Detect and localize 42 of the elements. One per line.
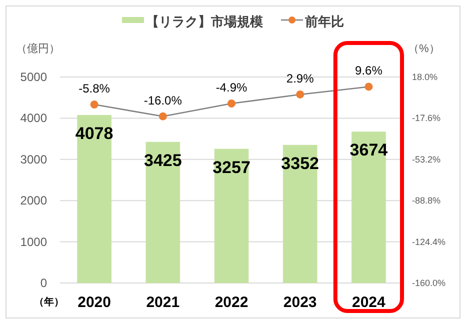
data-label: 3257 [212,158,250,177]
x-axis-title: （年） [34,296,64,308]
data-label: -4.9% [216,80,248,94]
y2-axis-title: （%） [408,43,440,55]
data-label: -5.8% [78,82,110,96]
bar [352,132,386,283]
data-label: 9.6% [355,64,383,78]
y2-tick-label: -88.8% [412,196,441,206]
data-label: 2.9% [286,71,314,86]
legend-label: 前年比 [304,14,344,29]
point [228,100,236,108]
bar [214,148,249,283]
x-tick-label: 2023 [283,294,317,311]
y2-tick-label: -124.4% [412,236,446,247]
point [296,90,304,98]
x-tick-label: 2022 [214,294,248,311]
y-tick-label: 5000 [20,70,48,84]
y2-tick-label: -17.6% [412,113,441,124]
data-label: 3425 [144,150,182,170]
data-label: 3352 [281,154,320,173]
point [158,112,167,120]
point [364,82,373,91]
y-axis-title: （億円） [16,42,60,55]
x-tick-label: 2020 [78,294,111,311]
y2-tick-label: -53.2% [412,154,441,164]
y-tick-label: 3000 [20,152,48,166]
bar [282,144,318,283]
y-tick-label: 2000 [20,194,48,208]
bar [146,142,180,283]
y2-tick-label: 18.0% [412,72,438,82]
legend-label: 【リラク】市場規模 [146,14,263,29]
x-tick-label: 2024 [352,294,386,311]
point [90,100,98,109]
data-label: -16.0% [144,93,182,108]
data-label: 3674 [350,140,388,160]
y2-tick-label: -160.0% [412,278,446,288]
y-tick-label: 0 [40,276,48,290]
y-tick-label: 1000 [20,234,48,249]
x-tick-label: 2021 [146,294,180,311]
data-label: 4078 [75,124,114,143]
bar [77,114,112,283]
y-tick-label: 4000 [20,111,48,126]
